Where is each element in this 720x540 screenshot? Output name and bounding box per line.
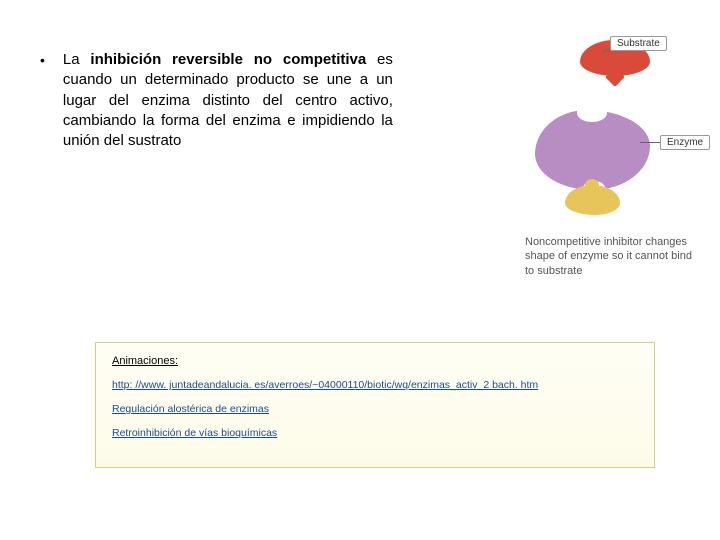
- definition-paragraph: La inhibición reversible no competitiva …: [63, 50, 393, 151]
- enzyme-label: Enzyme: [660, 135, 710, 150]
- diagram-caption: Noncompetitive inhibitor changes shape o…: [525, 235, 700, 278]
- animations-heading: Animaciones:: [112, 355, 638, 367]
- bullet-paragraph: • La inhibición reversible no competitiv…: [40, 50, 490, 151]
- bullet-marker: •: [40, 50, 45, 151]
- animation-link-3[interactable]: Retroinhibición de vías bioquímicas: [112, 427, 638, 439]
- animation-link-1[interactable]: http: //www. juntadeandalucia. es/averro…: [112, 379, 638, 391]
- inhibitor-shape: [565, 185, 620, 215]
- enzyme-shape-wrap: [535, 110, 650, 190]
- substrate-label: Substrate: [610, 36, 667, 51]
- para-lead: La: [63, 51, 91, 68]
- animation-link-2[interactable]: Regulación alostérica de enzimas: [112, 403, 638, 415]
- enzyme-diagram: Substrate Enzyme Noncompetitive inhibito…: [510, 50, 700, 151]
- para-bold-term: inhibición reversible no competitiva: [90, 51, 366, 68]
- main-content-row: • La inhibición reversible no competitiv…: [0, 0, 720, 151]
- enzyme-shape: [535, 110, 650, 190]
- animations-box: Animaciones: http: //www. juntadeandaluc…: [95, 342, 655, 468]
- enzyme-leader-line: [640, 142, 662, 143]
